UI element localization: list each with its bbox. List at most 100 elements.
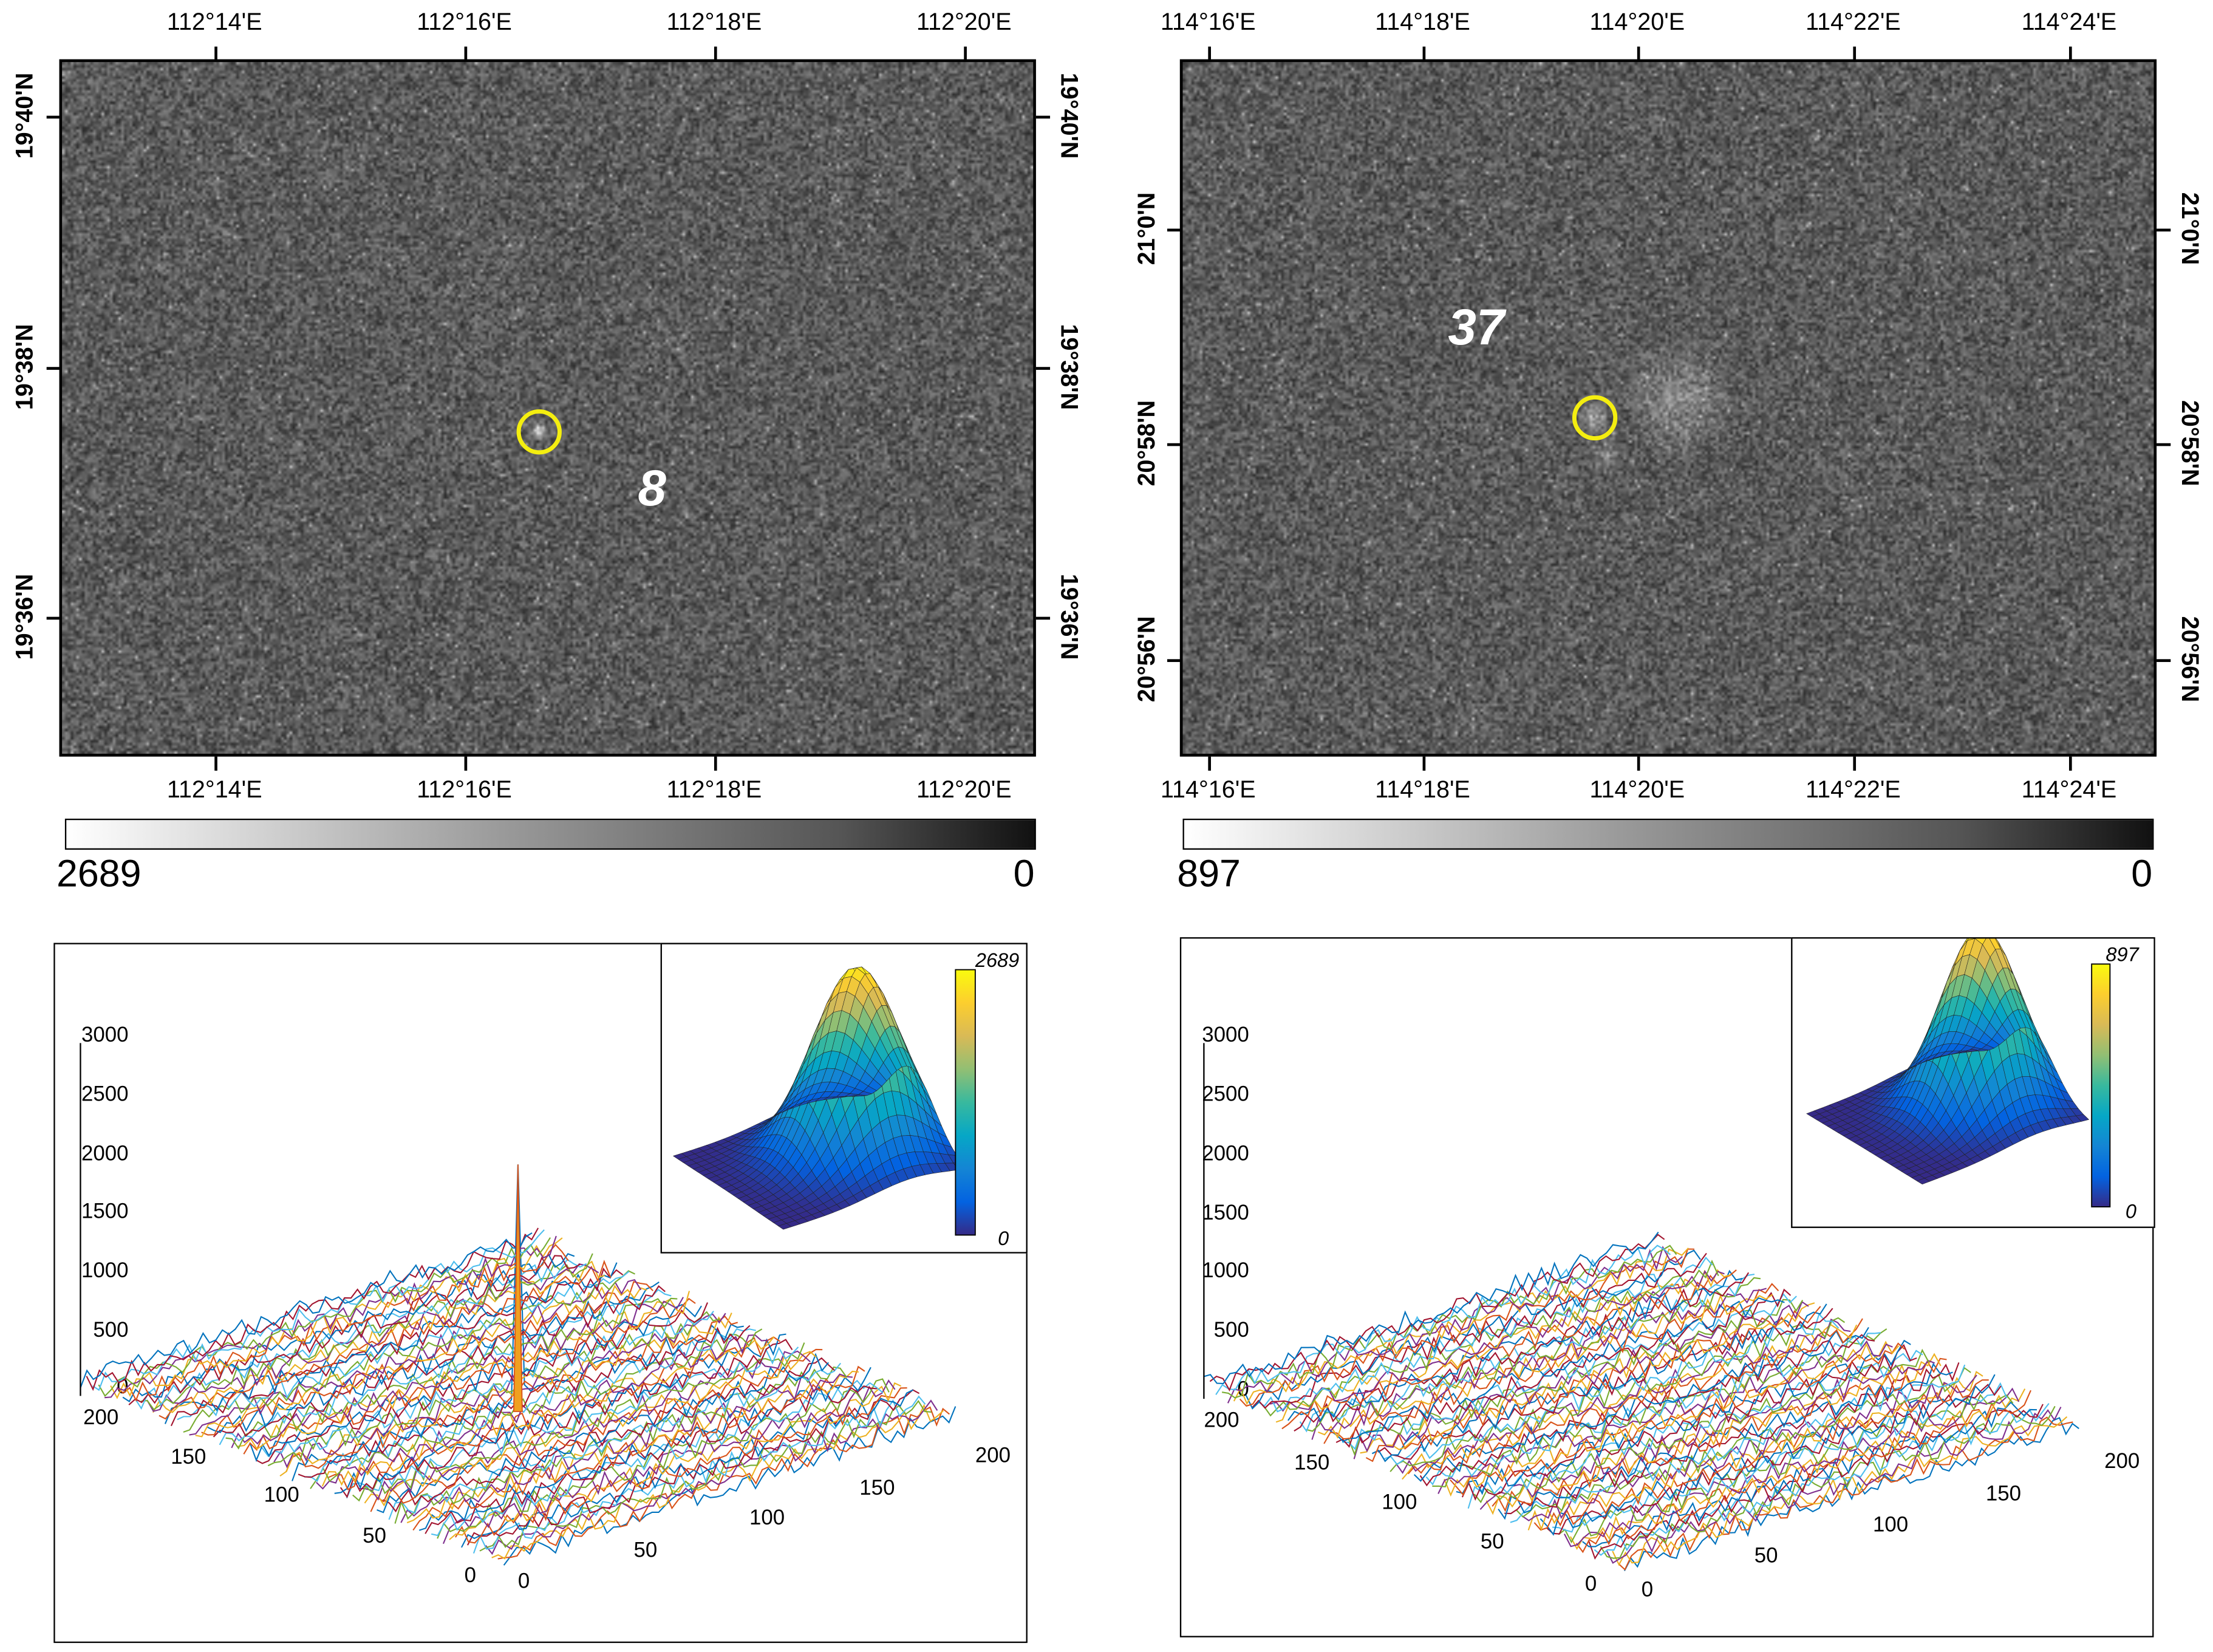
left-lon-top-tick-4	[964, 46, 966, 61]
right-lon-bottom-label-5: 114°24'E	[2021, 776, 2117, 804]
left-lon-top-label-3: 112°18'E	[666, 8, 762, 36]
surface-line	[1347, 1299, 1804, 1456]
surface-line	[110, 1237, 563, 1399]
right-lat-left-tick-1	[1167, 228, 1182, 231]
surface-line	[1402, 1323, 1858, 1480]
left-z-tick-label: 2500	[81, 1082, 129, 1106]
right-inset-colorbar-max: 897	[2106, 943, 2140, 964]
surface-line	[164, 1262, 618, 1424]
left-lon-bottom-label-1: 112°14'E	[166, 776, 262, 804]
left-x-tick-label: 100	[749, 1506, 785, 1529]
right-x-tick-label: 200	[2104, 1449, 2140, 1473]
surface-line	[122, 1253, 575, 1403]
surface-line	[1569, 1388, 2026, 1551]
surface-line	[146, 1263, 599, 1412]
surface-line	[1533, 1379, 1989, 1531]
left-y-tick-label: 200	[83, 1405, 118, 1429]
surface-line	[1287, 1269, 1743, 1422]
surface-line	[159, 1260, 612, 1420]
surface-line	[1365, 1306, 1821, 1463]
right-surface-plot: 3000 2500 2000 1500 1000 500 0 200 150 1…	[1179, 936, 2155, 1637]
left-y-tick-label: 100	[264, 1483, 299, 1507]
surface-line	[1492, 1357, 1947, 1512]
surface-line	[1396, 1319, 1851, 1474]
left-lat-left-tick-3	[46, 616, 61, 620]
surface-line	[316, 1334, 768, 1490]
right-y-tick-label: 200	[1204, 1408, 1239, 1432]
left-lon-bottom-label-2: 112°16'E	[417, 776, 512, 804]
left-lon-top-label-2: 112°16'E	[417, 8, 512, 36]
left-lon-top-tick-1	[214, 46, 217, 61]
surface-line	[1558, 1394, 2014, 1544]
right-lat-left-tick-3	[1167, 659, 1182, 661]
surface-line	[472, 1395, 926, 1554]
left-z-tick-label: 3000	[81, 1023, 129, 1046]
right-y-tick-label: 0	[1585, 1572, 1597, 1596]
surface-line	[1390, 1317, 1846, 1472]
surface-line	[1245, 1249, 1701, 1410]
right-lon-bottom-label-1: 114°16'E	[1161, 776, 1256, 804]
left-z-tick-label: 1500	[81, 1200, 129, 1223]
right-target-circle	[1572, 395, 1618, 441]
surface-line	[394, 1366, 848, 1524]
right-z-tick-label: 2500	[1202, 1082, 1249, 1106]
surface-line	[1510, 1364, 1966, 1523]
surface-line	[1540, 1374, 1996, 1536]
surface-line	[1204, 1232, 1659, 1385]
surface-line	[425, 1385, 878, 1534]
surface-line	[1257, 1256, 1713, 1413]
surface-line	[449, 1382, 902, 1540]
left-lat-left-label-3: 19°36'N	[11, 573, 38, 660]
right-x-tick-label: 50	[1754, 1544, 1778, 1568]
left-lat-left-label-1: 19°40'N	[11, 72, 38, 159]
right-lat-right-tick-2	[2157, 443, 2171, 446]
surface-line	[1269, 1270, 1725, 1412]
surface-line	[261, 1311, 714, 1458]
right-lon-bottom-tick-2	[1422, 756, 1425, 771]
right-lon-bottom-label-4: 114°22'E	[1806, 776, 1901, 804]
surface-line	[1444, 1340, 1900, 1497]
right-z-tick-label: 1000	[1202, 1258, 1249, 1282]
surface-line	[491, 1404, 944, 1560]
right-x-tick-label: 100	[1873, 1513, 1908, 1537]
right-lat-left-label-3: 20°56'N	[1133, 616, 1161, 703]
surface-line	[285, 1315, 738, 1472]
right-lat-left-label-2: 20°58'N	[1133, 400, 1161, 486]
surface-line	[1371, 1303, 1827, 1463]
surface-line	[1311, 1288, 1767, 1440]
right-lon-bottom-label-2: 114°18'E	[1375, 776, 1470, 804]
left-lat-right-label-2: 19°38'N	[1055, 324, 1083, 411]
left-y-tick-label: 150	[171, 1445, 206, 1469]
surface-line	[364, 1351, 817, 1507]
inset-surface-patch	[1967, 938, 1976, 940]
peak-spike	[513, 1164, 523, 1412]
surface-line	[1600, 1405, 2056, 1559]
right-sar-image: 37	[1179, 59, 2157, 757]
right-target-label: 37	[1448, 298, 1505, 356]
surface-line	[1594, 1403, 2050, 1556]
left-surface-svg: 3000 2500 2000 1500 1000 500 0 200 150 1…	[80, 1023, 1011, 1592]
left-z-tick-label: 1000	[81, 1258, 129, 1282]
right-lon-bottom-tick-5	[2068, 756, 2071, 771]
surface-line	[116, 1243, 569, 1402]
right-lat-right-tick-3	[2157, 659, 2171, 661]
surface-line	[1527, 1371, 1983, 1531]
left-y-tick-label: 0	[465, 1563, 476, 1587]
left-x-tick-label: 200	[975, 1444, 1011, 1467]
right-surface-svg: 3000 2500 2000 1500 1000 500 0 200 150 1…	[1202, 1023, 2140, 1601]
surface-line	[1485, 1353, 1942, 1515]
inset-surface	[672, 966, 967, 1229]
left-lat-right-tick-2	[1035, 367, 1051, 369]
surface-line	[503, 1406, 956, 1566]
right-lon-top-label-3: 114°20'E	[1589, 8, 1685, 36]
surface-line	[98, 1237, 551, 1398]
inset-colorbar	[955, 968, 976, 1235]
surface-line	[1498, 1362, 1953, 1520]
left-lon-top-tick-2	[464, 46, 467, 61]
surface-line	[1353, 1300, 1809, 1459]
right-lon-top-label-5: 114°24'E	[2021, 8, 2117, 36]
left-lon-top-label-4: 112°20'E	[916, 8, 1012, 36]
inset-surface-patch	[1962, 938, 1976, 957]
left-inset-colorbar-min: 0	[998, 1227, 1009, 1249]
right-lon-top-label-1: 114°16'E	[1161, 8, 1256, 36]
